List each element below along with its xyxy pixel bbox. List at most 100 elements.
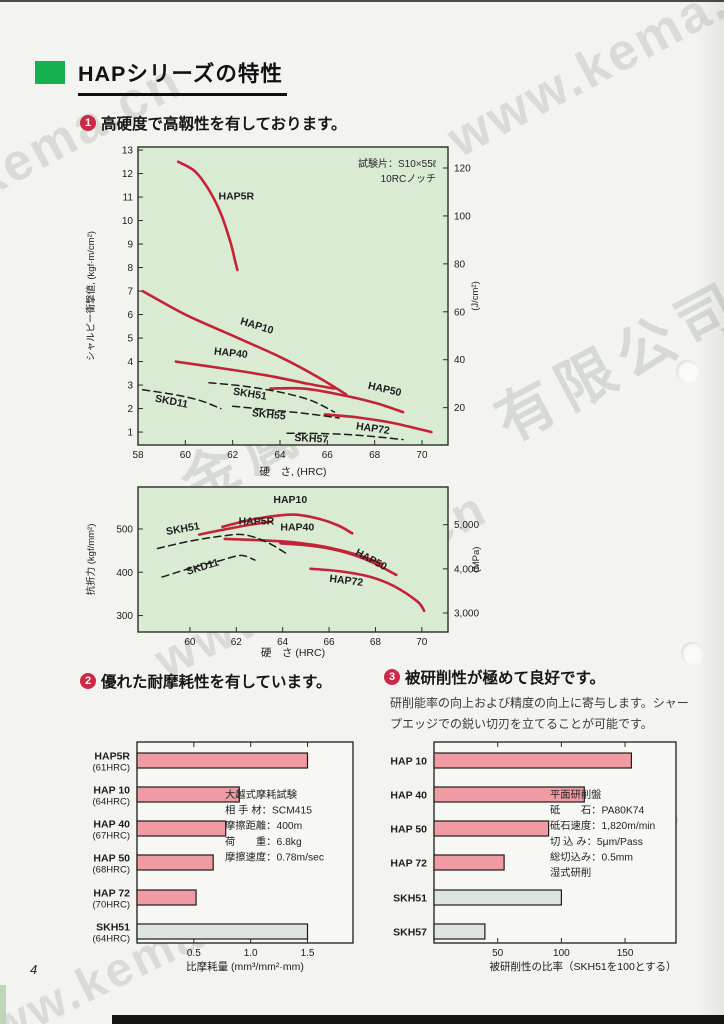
page-number: 4 bbox=[30, 962, 38, 977]
svg-text:11: 11 bbox=[123, 193, 134, 204]
svg-text:20: 20 bbox=[454, 403, 466, 414]
bar-sublabel: (64HRC) bbox=[93, 934, 130, 945]
svg-text:64: 64 bbox=[277, 637, 289, 648]
svg-text:400: 400 bbox=[116, 568, 133, 579]
test-condition-note: 平面研削盤 bbox=[550, 788, 601, 801]
title-band: HAPシリーズの特性 bbox=[35, 57, 287, 96]
series-HAP5R bbox=[176, 160, 239, 272]
bar-sublabel: (67HRC) bbox=[93, 831, 130, 842]
wear-bar-chart: 0.5 1.0 1.5 HAP5R (61HRC) HAP 10 (64HRC) HAP 40… bbox=[78, 736, 383, 984]
bar-label: SKH51 bbox=[393, 893, 427, 905]
svg-text:2: 2 bbox=[127, 404, 133, 415]
series-label-HAP72: HAP72 bbox=[329, 573, 364, 589]
bar-SKH51 bbox=[433, 889, 563, 906]
plot-area bbox=[433, 741, 677, 944]
test-condition-note: 切 込 み：5μm/Pass bbox=[550, 836, 643, 848]
section3-heading-text: 被研削性が極めて良好です。 bbox=[405, 670, 605, 687]
test-condition-note: 摩擦速度：0.78m/sec bbox=[225, 850, 324, 863]
page-bottom-bar bbox=[112, 1015, 724, 1024]
svg-text:100: 100 bbox=[553, 948, 570, 959]
series-label-SKH55: SKH55 bbox=[251, 407, 286, 422]
page-top-edge bbox=[0, 0, 724, 2]
plot-area bbox=[136, 741, 354, 944]
page-edge-shadow bbox=[696, 0, 724, 1024]
svg-text:62: 62 bbox=[231, 637, 243, 648]
test-condition-note: 大越式摩耗試験 bbox=[225, 788, 298, 801]
impact-chart: 58 60 62 64 66 68 70 1 2 3 4 5 6 7 8 9 10 11 12 13 20 40 60 80 1… bbox=[55, 140, 495, 485]
x-axis-label: 被研削性の比率（SKH51を100とする） bbox=[490, 960, 677, 973]
series-label-HAP5R: HAP5R bbox=[219, 190, 255, 202]
svg-text:5,000: 5,000 bbox=[454, 520, 479, 531]
bar-label: HAP 72 bbox=[390, 858, 427, 870]
impact-chart-svg: 58 60 62 64 66 68 7012345678910111213204060801… bbox=[85, 146, 481, 478]
bar-label: HAP5R bbox=[94, 751, 130, 763]
svg-text:7: 7 bbox=[127, 287, 133, 298]
test-condition-note: 砥石速度：1,820m/min bbox=[550, 819, 656, 832]
grind-chart-svg: 50 100 150 HAP 10 HAP 40 HAP 50 HAP 72 SKH51 SKH… bbox=[390, 741, 677, 973]
series-HAP10 bbox=[221, 513, 354, 535]
bar-HAP10 bbox=[433, 752, 632, 769]
series-HAP72 bbox=[309, 567, 426, 613]
svg-text:60: 60 bbox=[184, 637, 196, 648]
section2-heading-text: 優れた耐摩耗性を有しています。 bbox=[101, 674, 332, 691]
series-HAP50 bbox=[269, 386, 405, 414]
svg-text:150: 150 bbox=[617, 948, 634, 959]
svg-text:100: 100 bbox=[454, 211, 471, 222]
series-SKD11 bbox=[141, 389, 222, 410]
svg-text:60: 60 bbox=[454, 307, 466, 318]
test-condition-note: 摩擦距離：400m bbox=[225, 819, 302, 832]
svg-text:9: 9 bbox=[127, 240, 133, 251]
series-HAP5R bbox=[197, 520, 273, 536]
svg-text:0.5: 0.5 bbox=[187, 948, 201, 959]
svg-text:120: 120 bbox=[454, 164, 471, 175]
svg-text:68: 68 bbox=[369, 450, 381, 461]
svg-text:70: 70 bbox=[416, 450, 428, 461]
series-label-SKH51: SKH51 bbox=[165, 520, 201, 538]
page-title: HAPシリーズの特性 bbox=[78, 57, 287, 96]
bar-HAP10 bbox=[136, 786, 240, 803]
bar-label: HAP 40 bbox=[390, 790, 427, 802]
svg-text:5: 5 bbox=[127, 334, 133, 345]
bar-SKH57 bbox=[433, 923, 486, 940]
svg-text:1.0: 1.0 bbox=[244, 948, 258, 959]
svg-text:8: 8 bbox=[127, 263, 133, 274]
bar-HAP5R bbox=[136, 752, 309, 769]
svg-text:80: 80 bbox=[454, 259, 466, 270]
svg-text:300: 300 bbox=[116, 611, 133, 622]
test-condition-note: 砥 石：PA80K74 bbox=[550, 804, 645, 817]
svg-text:62: 62 bbox=[227, 450, 239, 461]
chart-annotation: 10RCノッチ bbox=[381, 173, 436, 185]
bar-HAP40 bbox=[136, 820, 227, 837]
svg-text:40: 40 bbox=[454, 355, 466, 366]
x-axis-label: 比摩耗量 (mm³/mm²·mm) bbox=[186, 960, 304, 973]
svg-text:3,000: 3,000 bbox=[454, 608, 479, 619]
svg-text:58: 58 bbox=[132, 450, 144, 461]
section3-body-line2: プエッジでの鋭い切刃を立てることが可能です。 bbox=[390, 717, 653, 731]
bend-chart-svg: 60 62 64 66 68 70 300 400 500 3,000 4,000 5,000 HAP1… bbox=[85, 486, 482, 659]
plot-area bbox=[137, 486, 449, 633]
series-HAP40 bbox=[174, 360, 336, 390]
watermark-text: 有限公司 bbox=[485, 269, 724, 455]
svg-text:50: 50 bbox=[492, 948, 504, 959]
section1-heading-text: 高硬度で高靱性を有しております。 bbox=[101, 116, 347, 133]
bar-HAP72 bbox=[136, 889, 197, 906]
chart-annotation: 試験片：S10×55ℓ bbox=[358, 157, 437, 170]
y-axis-label-right: (MPa) bbox=[471, 547, 482, 573]
svg-text:12: 12 bbox=[122, 169, 134, 180]
bar-HAP50 bbox=[136, 854, 214, 871]
section3-body-line1: 研削能率の向上および精度の向上に寄与します。シャー bbox=[390, 696, 689, 710]
series-label-HAP10: HAP10 bbox=[273, 494, 307, 506]
svg-text:6: 6 bbox=[127, 310, 133, 321]
svg-text:3: 3 bbox=[127, 381, 133, 392]
grind-bar-chart: 50 100 150 HAP 10 HAP 40 HAP 50 HAP 72 SKH51 SKH… bbox=[378, 736, 708, 984]
bar-HAP72 bbox=[433, 854, 505, 871]
svg-text:68: 68 bbox=[370, 637, 382, 648]
bar-HAP40 bbox=[433, 786, 585, 803]
series-HAP50 bbox=[279, 542, 398, 577]
svg-text:13: 13 bbox=[122, 146, 134, 157]
series-SKH51 bbox=[156, 533, 289, 555]
bar-HAP50 bbox=[433, 820, 550, 837]
y-axis-label-left: 抗折力 (kgf/mm²) bbox=[85, 524, 97, 596]
